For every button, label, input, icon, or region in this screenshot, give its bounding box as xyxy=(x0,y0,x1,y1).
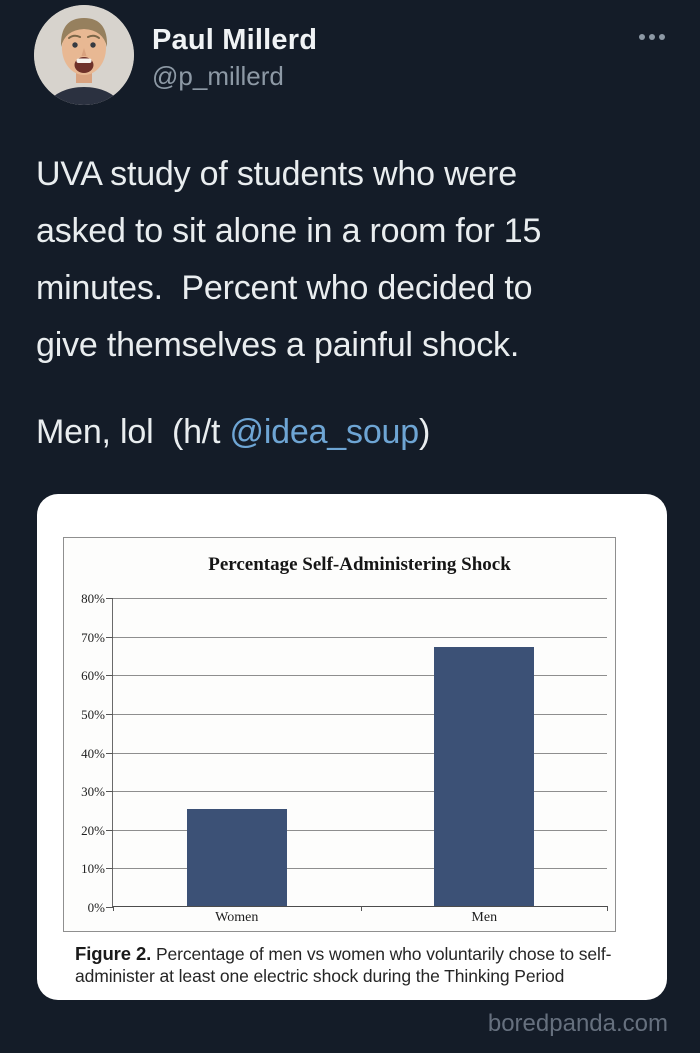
y-axis-tick xyxy=(106,829,113,831)
gridline xyxy=(113,829,607,831)
gridline xyxy=(113,868,607,870)
x-axis-tick xyxy=(113,906,114,911)
mention-link[interactable]: @idea_soup xyxy=(229,413,420,451)
x-axis-tick xyxy=(607,906,608,911)
y-axis-label: 30% xyxy=(81,784,105,800)
y-axis-label: 10% xyxy=(81,861,105,877)
y-axis-label: 40% xyxy=(81,745,105,761)
author-name[interactable]: Paul Millerd xyxy=(152,24,318,56)
bar-women xyxy=(186,809,287,906)
ellipsis-icon xyxy=(639,34,645,40)
y-axis-label: 0% xyxy=(87,900,105,915)
figure-caption: Figure 2. Percentage of men vs women who… xyxy=(75,943,641,987)
gridline xyxy=(113,752,607,754)
y-axis-tick xyxy=(106,791,113,793)
y-axis-label: 60% xyxy=(81,668,105,684)
plot-area: 0% 10% 20% 30% 40% 50% 60% 70% 80% Women Men xyxy=(81,591,608,925)
tweet-media-image[interactable]: Percentage Self-Administering Shock 0% 10… xyxy=(37,494,667,1000)
ellipsis-icon xyxy=(659,34,665,40)
chart-title: Percentage Self-Administering Shock xyxy=(208,554,511,575)
gridline xyxy=(113,791,607,793)
category-label: Men xyxy=(471,910,498,925)
y-axis-tick xyxy=(106,752,113,754)
figure-caption-label: Figure 2. xyxy=(75,943,152,964)
x-axis-tick xyxy=(360,906,362,911)
tweet-text-suffix: ) xyxy=(418,413,431,451)
gridline xyxy=(113,713,607,715)
tweet-text-prefix: Men, lol (h/t xyxy=(36,413,230,451)
y-axis-label: 70% xyxy=(81,629,105,645)
more-menu-button[interactable] xyxy=(635,30,669,44)
tweet-text: UVA study of students who were asked to … xyxy=(36,155,542,364)
gridline xyxy=(113,598,607,599)
watermark: boredpanda.com xyxy=(487,1010,668,1037)
author-handle[interactable]: @p_millerd xyxy=(152,61,284,91)
y-axis-tick xyxy=(106,598,113,599)
avatar[interactable] xyxy=(34,5,134,105)
y-axis-label: 20% xyxy=(81,822,105,838)
category-label: Women xyxy=(215,910,259,925)
tweet-text-line2: Men, lol (h/t @idea_soup) xyxy=(36,404,684,461)
figure-frame: Percentage Self-Administering Shock 0% 10… xyxy=(63,537,616,932)
y-axis-tick xyxy=(106,713,113,715)
bar-men xyxy=(434,647,535,906)
y-axis-tick xyxy=(106,868,113,870)
y-axis-label: 80% xyxy=(81,591,105,606)
y-axis-tick xyxy=(106,907,113,908)
gridline xyxy=(113,675,607,677)
avatar-illustration xyxy=(34,5,134,105)
y-axis-tick xyxy=(106,675,113,677)
gridline xyxy=(113,636,607,638)
y-axis-tick xyxy=(106,636,113,638)
figure-caption-text: Percentage of men vs women who voluntari… xyxy=(75,944,612,986)
y-axis-label: 50% xyxy=(81,706,105,722)
ellipsis-icon xyxy=(649,34,655,40)
